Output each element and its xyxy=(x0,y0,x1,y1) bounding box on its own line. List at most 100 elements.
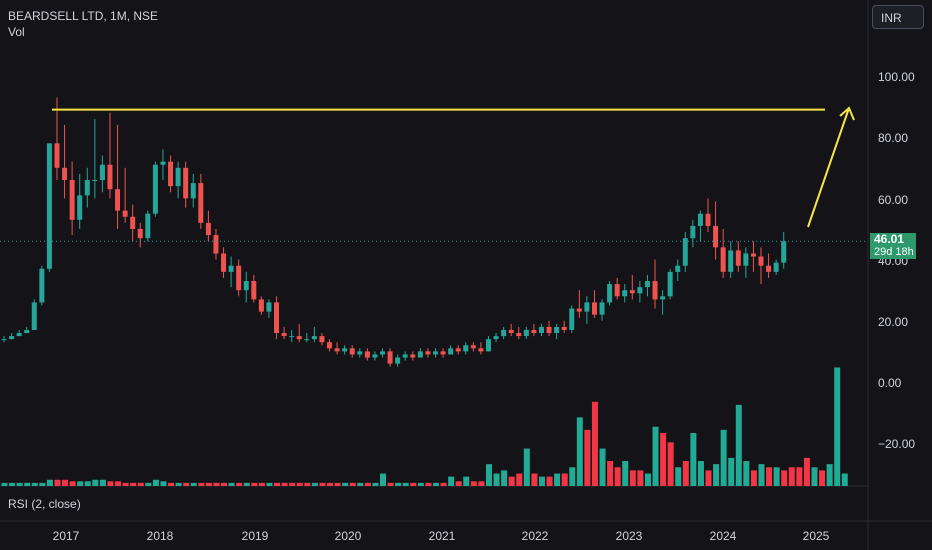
candle-body xyxy=(221,253,227,272)
candle xyxy=(130,204,136,242)
candle xyxy=(160,149,166,181)
candle xyxy=(531,323,537,337)
volume-bar xyxy=(796,467,803,486)
volume-bar xyxy=(705,470,712,486)
volume-bar xyxy=(145,482,152,486)
candle-body xyxy=(16,333,22,337)
candle-body xyxy=(1,339,7,341)
candle-body xyxy=(410,354,416,358)
volume-bar xyxy=(107,481,114,486)
candle-body xyxy=(31,302,37,330)
volume-bar xyxy=(274,482,281,486)
candle-body xyxy=(54,143,60,168)
volume-bar xyxy=(667,442,674,486)
volume-bar xyxy=(380,473,386,486)
candle-body xyxy=(92,180,98,182)
candle-body xyxy=(168,161,174,187)
candle xyxy=(485,336,491,352)
rsi-label[interactable]: RSI (2, close) xyxy=(8,497,81,511)
candle-body xyxy=(342,348,348,352)
volume-bar xyxy=(243,482,250,486)
candle xyxy=(175,161,181,199)
candle-body xyxy=(160,161,166,165)
volume-bar xyxy=(501,470,508,486)
candle-body xyxy=(205,222,211,236)
volume-bar xyxy=(417,482,424,486)
candle xyxy=(62,124,68,199)
volume-bar xyxy=(31,482,38,486)
volume-bar xyxy=(728,457,735,486)
candle-body xyxy=(750,253,756,257)
volume-bar xyxy=(478,481,485,486)
candle-body xyxy=(46,143,52,269)
candle xyxy=(675,259,681,282)
volume-bar xyxy=(470,481,477,486)
candle xyxy=(682,232,688,272)
y-tick-label: 100.00 xyxy=(878,70,915,84)
volume-bar xyxy=(289,482,296,486)
volume-bar xyxy=(190,482,197,486)
candle-body xyxy=(455,348,461,352)
candle-body xyxy=(274,302,280,334)
candle xyxy=(463,342,469,355)
candle-body xyxy=(493,336,499,340)
candle-body xyxy=(9,336,15,340)
candle-body xyxy=(62,167,68,181)
candle xyxy=(137,222,143,248)
volume-bar xyxy=(54,479,61,486)
candle xyxy=(327,339,333,352)
candle xyxy=(205,210,211,242)
candle xyxy=(387,348,393,367)
candle-body xyxy=(485,339,491,352)
candle xyxy=(77,173,83,229)
candle-body xyxy=(24,329,30,334)
candle xyxy=(372,351,378,361)
volume-bar xyxy=(516,473,523,486)
candle-body xyxy=(463,345,469,352)
volume-bar xyxy=(750,470,757,486)
candle xyxy=(236,259,242,297)
time-axis[interactable]: 2017 2018 2019 2020 2021 2022 2023 2024 2025 xyxy=(53,529,830,543)
volume-bar xyxy=(644,473,651,486)
volume-bar xyxy=(584,429,591,486)
candle xyxy=(190,173,196,208)
symbol-title[interactable]: BEARDSELL LTD, 1M, NSE xyxy=(8,9,159,23)
candle-body xyxy=(735,250,741,266)
volume-bar xyxy=(9,482,16,486)
candle xyxy=(99,155,105,193)
candle-body xyxy=(682,238,688,266)
candle xyxy=(152,161,158,217)
candle xyxy=(644,274,650,297)
volume-bar xyxy=(342,482,349,486)
candle xyxy=(735,241,741,272)
candle-body xyxy=(251,281,257,300)
candle-body xyxy=(372,354,378,358)
x-tick-label: 2021 xyxy=(429,529,456,543)
candle-body xyxy=(538,326,544,334)
candle xyxy=(54,97,60,181)
candle-body xyxy=(720,247,726,272)
volume-bar xyxy=(425,482,432,486)
candle-body xyxy=(387,351,393,364)
candle-body xyxy=(39,268,45,303)
candle-body xyxy=(546,326,552,334)
candle xyxy=(395,354,401,367)
candle xyxy=(584,296,590,324)
volume-label[interactable]: Vol xyxy=(8,25,25,39)
candle xyxy=(743,247,749,278)
volume-bar xyxy=(327,482,334,486)
volume-bar xyxy=(319,482,326,486)
volume-bar xyxy=(485,464,492,486)
volume-bar xyxy=(629,470,636,486)
volume-bar xyxy=(69,481,76,486)
candle xyxy=(69,161,75,236)
volume-bar xyxy=(304,482,311,486)
annotations[interactable] xyxy=(52,106,855,228)
candle-body xyxy=(614,284,620,297)
volume-bar xyxy=(236,482,243,486)
volume-bar xyxy=(743,461,750,486)
candle-body xyxy=(281,333,287,337)
currency-button[interactable]: INR xyxy=(872,5,924,29)
